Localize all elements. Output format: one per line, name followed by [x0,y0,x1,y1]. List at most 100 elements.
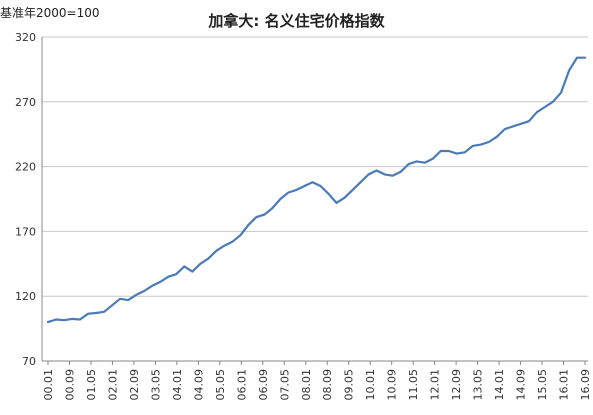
y-tick-label: 220 [15,161,36,174]
data-point [328,193,330,195]
data-point [504,128,506,130]
data-point [528,120,530,122]
data-point [303,185,305,187]
data-point [472,145,474,147]
x-tick-label: 08.01 [300,369,313,401]
y-tick-label: 270 [15,96,36,109]
data-point [247,224,249,226]
data-point [512,125,514,127]
x-tick-label: 02.01 [106,369,119,401]
data-point [568,70,570,72]
x-tick-label: 11.05 [407,369,420,401]
data-point [191,271,193,273]
x-tick-label: 12.09 [450,369,463,401]
data-point [119,298,121,300]
data-point [320,185,322,187]
x-tick-label: 16.01 [558,369,571,401]
x-tick-label: 05.05 [214,369,227,401]
data-point [63,319,65,321]
data-point [263,214,265,216]
data-point [311,181,313,183]
x-tick-label: 14.01 [493,369,506,401]
data-point [576,57,578,59]
x-tick-label: 00.09 [63,369,76,401]
x-tick-label: 08.09 [321,369,334,401]
y-tick-label: 170 [15,225,36,238]
data-point [183,265,185,267]
data-point [287,192,289,194]
data-point [552,101,554,103]
data-point [159,281,161,283]
data-point [384,173,386,175]
x-tick-label: 10.01 [364,369,377,401]
y-tick-label: 120 [15,290,36,303]
x-tick-label: 16.09 [579,369,592,401]
data-point [127,299,129,301]
data-point [135,294,137,296]
x-tick-label: 06.09 [257,369,270,401]
data-point [47,321,49,323]
data-point [360,181,362,183]
data-point [143,290,145,292]
y-tick-label: 320 [15,31,36,44]
data-point [55,319,57,321]
data-point [271,207,273,209]
data-point [167,276,169,278]
data-point [215,250,217,252]
data-point [496,136,498,138]
data-point [536,111,538,113]
data-point [448,150,450,152]
data-point [560,92,562,94]
data-point [480,144,482,146]
data-point [432,158,434,160]
x-tick-label: 04.09 [192,369,205,401]
data-point [392,175,394,177]
x-tick-label: 07.05 [278,369,291,401]
x-tick-label: 12.01 [429,369,442,401]
data-point [103,311,105,313]
data-point [79,319,81,321]
data-point [416,160,418,162]
x-tick-label: 02.09 [128,369,141,401]
data-point [376,169,378,171]
data-point [400,171,402,173]
data-point [344,197,346,199]
data-point [584,57,586,59]
data-point [336,202,338,204]
data-point [111,304,113,306]
x-tick-label: 10.09 [386,369,399,401]
data-point [352,189,354,191]
data-point [239,234,241,236]
data-point [368,173,370,175]
data-point [255,216,257,218]
y-tick-label: 70 [22,355,36,368]
data-point [279,198,281,200]
x-tick-label: 00.01 [42,369,55,401]
data-point [424,162,426,164]
data-point [71,318,73,320]
data-point [151,285,153,287]
data-point [207,258,209,260]
x-tick-label: 03.05 [149,369,162,401]
data-point [199,263,201,265]
x-tick-label: 04.01 [171,369,184,401]
x-tick-label: 06.01 [235,369,248,401]
x-tick-label: 14.09 [515,369,528,401]
chart-title: 加拿大: 名义住宅价格指数 [208,12,385,30]
data-point [408,163,410,165]
data-point [295,189,297,191]
series-line [46,56,587,324]
data-point [95,312,97,314]
data-point [87,313,89,315]
x-tick-label: 01.05 [85,369,98,401]
data-point [520,123,522,125]
x-tick-label: 15.05 [536,369,549,401]
data-point [223,245,225,247]
unit-note: 基准年2000=100 [0,6,100,20]
data-point [175,273,177,275]
x-tick-label: 13.05 [472,369,485,401]
x-tick-label: 09.05 [343,369,356,401]
data-point [464,151,466,153]
data-point [456,153,458,155]
